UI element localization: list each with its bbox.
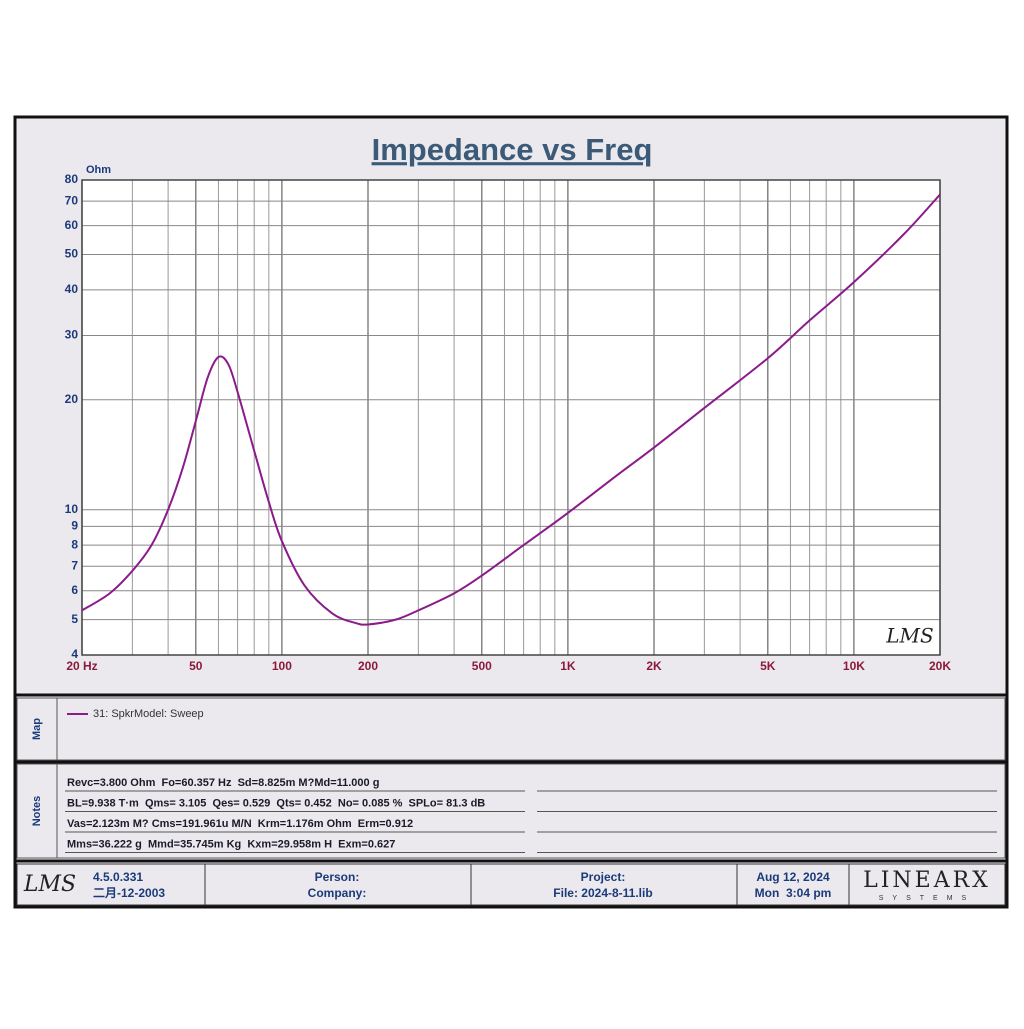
note-line: BL=9.938 T·m Qms= 3.105 Qes= 0.529 Qts= … — [67, 797, 485, 809]
x-tick-label: 500 — [472, 659, 492, 673]
legend-entry: 31: SpkrModel: Sweep — [93, 708, 204, 720]
y-tick-label: 60 — [65, 218, 79, 232]
y-tick-label: 10 — [65, 502, 79, 516]
note-line: Vas=2.123m M? Cms=191.961u M/N Krm=1.176… — [67, 818, 413, 830]
brand: LINEARX — [863, 868, 991, 893]
y-tick-label: 40 — [65, 282, 79, 296]
x-tick-label: 20K — [929, 659, 951, 673]
y-tick-label: 9 — [71, 519, 78, 533]
x-tick-label: 5K — [760, 659, 776, 673]
x-tick-label: 20 Hz — [66, 659, 97, 673]
y-tick-label: 80 — [65, 172, 79, 186]
x-tick-label: 200 — [358, 659, 378, 673]
time: Mon 3:04 pm — [755, 886, 832, 900]
plot-logo: LMS — [885, 624, 933, 648]
brand-sub: SYSTEMS — [879, 895, 975, 902]
y-tick-label: 30 — [65, 328, 79, 342]
chart-title: Impedance vs Freq — [372, 132, 653, 167]
map-label: Map — [31, 718, 43, 740]
build-date: 二月-12-2003 — [93, 886, 165, 900]
x-tick-label: 50 — [189, 659, 203, 673]
grid — [81, 179, 941, 656]
x-tick-label: 2K — [646, 659, 662, 673]
y-tick-label: 4 — [71, 647, 78, 661]
company: Company: — [308, 886, 367, 900]
person: Person: — [315, 870, 360, 884]
notes-label: Notes — [31, 796, 43, 827]
impedance-line — [81, 193, 941, 626]
x-tick-label: 10K — [843, 659, 865, 673]
x-tick-label: 1K — [560, 659, 576, 673]
y-tick-label: 5 — [71, 612, 78, 626]
map-panel — [56, 697, 1006, 761]
y-tick-label: 8 — [71, 537, 78, 551]
note-line: Revc=3.800 Ohm Fo=60.357 Hz Sd=8.825m M?… — [67, 777, 379, 789]
y-tick-label: 7 — [71, 558, 78, 572]
x-tick-label: 100 — [272, 659, 292, 673]
y-tick-label: 6 — [71, 583, 78, 597]
file: File: 2024-8-11.lib — [553, 886, 652, 900]
y-tick-label: 20 — [65, 392, 79, 406]
footer-cell — [848, 863, 1006, 906]
y-tick-label: 70 — [65, 193, 79, 207]
plot-area — [82, 180, 940, 655]
note-line: Mms=36.222 g Mmd=35.745m Kg Kxm=29.958m … — [67, 838, 395, 850]
plot-border — [81, 179, 941, 656]
version: 4.5.0.331 — [93, 870, 143, 884]
y-tick-label: 50 — [65, 247, 79, 261]
y-axis-label: Ohm — [86, 164, 111, 176]
notes-strip — [16, 763, 58, 859]
date: Aug 12, 2024 — [756, 870, 830, 884]
project: Project: — [581, 870, 626, 884]
footer-cells — [16, 863, 1006, 906]
footer-logo: LMS — [23, 872, 76, 897]
